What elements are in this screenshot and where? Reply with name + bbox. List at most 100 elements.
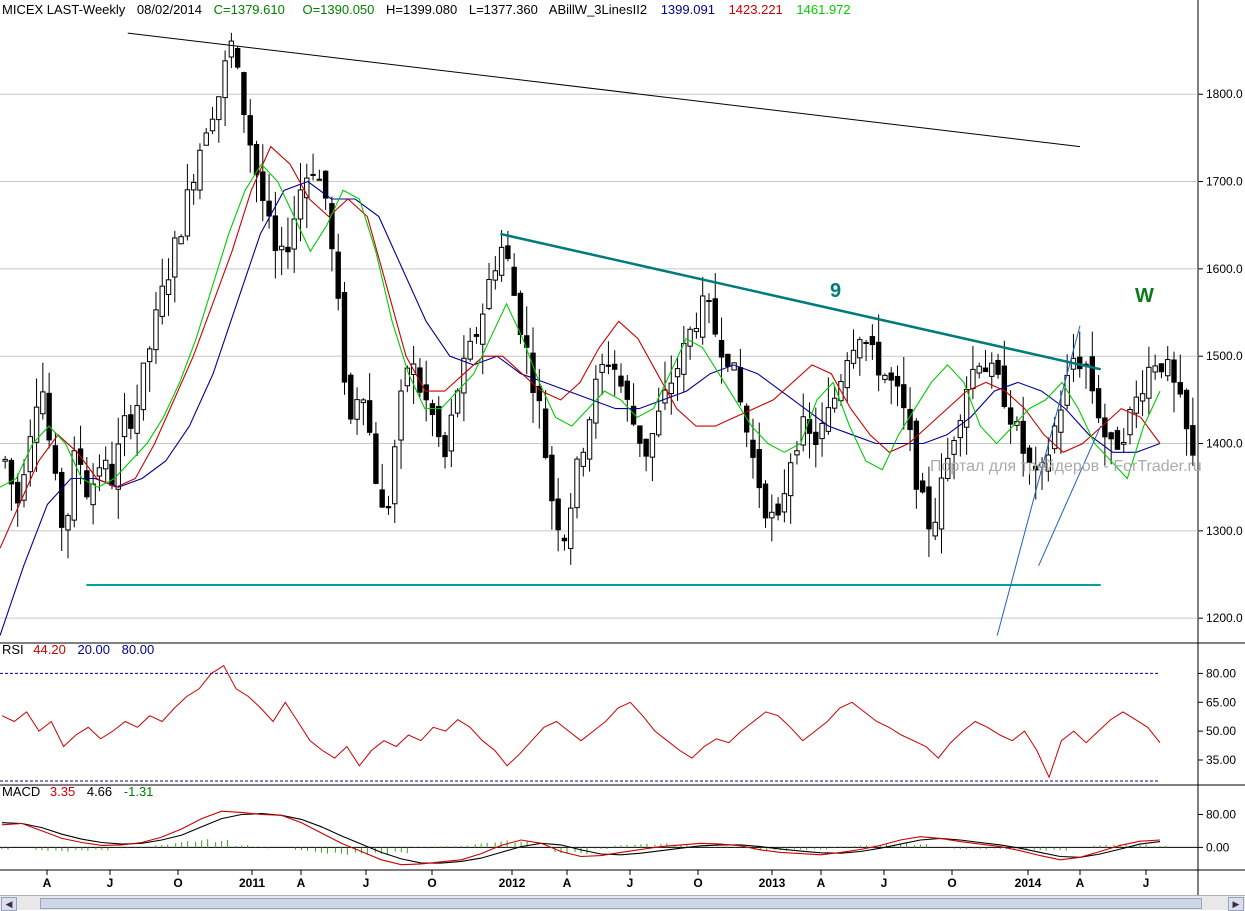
candle-body-up: [794, 450, 800, 456]
candle-body-up: [203, 132, 209, 146]
macd-tick-label: 0.00: [1206, 840, 1230, 854]
macd-signal-value: 4.66: [87, 784, 112, 799]
candle-body-up: [172, 237, 178, 278]
candle-body-up: [159, 285, 165, 317]
candle-body-down: [1007, 407, 1014, 425]
time-tick-label: 2014: [1015, 876, 1042, 890]
candle-body-up: [40, 391, 46, 415]
candle-body-up: [480, 313, 486, 345]
candle-body-up: [65, 515, 71, 531]
indicator-value-slow: 1399.091: [661, 2, 715, 17]
candle-body-up: [1127, 409, 1133, 436]
candle-body-up: [71, 450, 77, 521]
candle-body-up: [781, 493, 788, 513]
candle-body-down: [285, 246, 291, 253]
candle-body-down: [1108, 432, 1114, 440]
candle-body-down: [260, 171, 266, 201]
candle-body-up: [1146, 366, 1152, 399]
candle-body-down: [549, 454, 555, 502]
candle-body-up: [687, 328, 693, 347]
macd-line: [1, 810, 1161, 866]
candle-body-up: [580, 451, 586, 467]
candle-body-up: [467, 340, 473, 360]
candle-body-up: [662, 389, 668, 404]
time-tick-label: O: [427, 876, 436, 890]
indicator-value-fast: 1461.972: [796, 2, 850, 17]
candle-body-down: [1089, 356, 1096, 392]
candle-body-up: [649, 433, 656, 458]
candle-body-up: [121, 415, 128, 438]
candle-body-up: [392, 446, 398, 505]
candle-body-up: [787, 462, 794, 497]
candle-body-up: [33, 406, 40, 443]
candle-body-up: [844, 360, 850, 389]
candle-body-up: [1139, 393, 1146, 402]
candle-body-down: [605, 364, 612, 367]
rsi-tick-label: 80.00: [1206, 666, 1236, 680]
candle-body-up: [599, 364, 605, 373]
horizontal-scrollbar[interactable]: ◀ ▶: [0, 895, 1245, 911]
candle-body-down: [706, 300, 712, 303]
price-tick-label: 1400.0: [1206, 437, 1243, 451]
candle-body-up: [153, 309, 159, 351]
candle-body-up: [951, 440, 957, 455]
candle-body-down: [473, 334, 480, 337]
date-label: 08/02/2014: [137, 2, 202, 17]
candle-body-down: [536, 385, 542, 402]
high-value: H=1399.080: [386, 2, 457, 17]
candle-body-down: [266, 200, 272, 217]
candle-body-up: [945, 457, 951, 480]
candle-body-down: [869, 336, 876, 346]
rsi-value: 44.20: [33, 642, 66, 657]
candle-body-down: [1077, 356, 1083, 370]
candle-body-down: [813, 431, 819, 445]
time-tick-label: J: [107, 876, 114, 890]
candle-body-up: [492, 270, 499, 281]
candle-body-down: [379, 489, 385, 508]
candle-body-down: [59, 471, 65, 528]
close-value: C=1379.610: [214, 2, 285, 17]
macd-header: MACD 3.35 4.66 -1.31: [2, 784, 153, 799]
scrollbar-thumb[interactable]: [40, 898, 1202, 909]
rsi-label: RSI: [2, 642, 24, 657]
long-term-resistance-line: [127, 32, 1081, 148]
candle-body-down: [612, 363, 618, 370]
time-tick-label: 2011: [239, 876, 265, 890]
candle-body-down: [750, 439, 756, 458]
candle-body-up: [656, 410, 662, 436]
candle-body-down: [1190, 425, 1196, 456]
candle-body-up: [165, 279, 172, 295]
candle-body-up: [957, 420, 964, 439]
indicator-value-mid: 1423.221: [729, 2, 783, 17]
time-tick-label: A: [1076, 876, 1085, 890]
candle-body-up: [115, 443, 121, 490]
price-grid: [0, 93, 1198, 619]
candle-body-down: [385, 505, 392, 509]
candle-body-down: [901, 384, 907, 409]
candle-body-up: [134, 405, 140, 434]
candle-body-down: [725, 353, 731, 367]
moving-averages: [0, 145, 1161, 636]
macd-hist-value: -1.31: [124, 784, 154, 799]
candle-body-up: [90, 483, 96, 506]
candle-body-up: [291, 218, 297, 250]
candle-body-up: [938, 477, 945, 530]
candle-body-down: [1183, 389, 1190, 430]
candle-body-up: [1051, 425, 1058, 450]
candle-body-up: [831, 397, 838, 409]
ma-slow-line: [0, 180, 1161, 636]
candle-body-down: [322, 170, 329, 199]
candle-body-down: [624, 380, 630, 400]
candle-body-down: [442, 435, 448, 458]
candle-body-up: [699, 295, 706, 338]
candle-body-up: [1121, 442, 1127, 445]
candle-body-down: [128, 414, 134, 429]
price-header: MICEX LAST-Weekly 08/02/2014 C=1379.610 …: [2, 2, 851, 17]
time-tick-label: A: [297, 876, 306, 890]
candle-body-down: [718, 339, 725, 358]
candle-body-down: [253, 143, 260, 176]
candle-body-down: [561, 537, 568, 542]
candle-body-up: [454, 390, 461, 414]
candle-body-down: [511, 266, 517, 296]
price-tick-label: 1700.0: [1206, 175, 1243, 189]
